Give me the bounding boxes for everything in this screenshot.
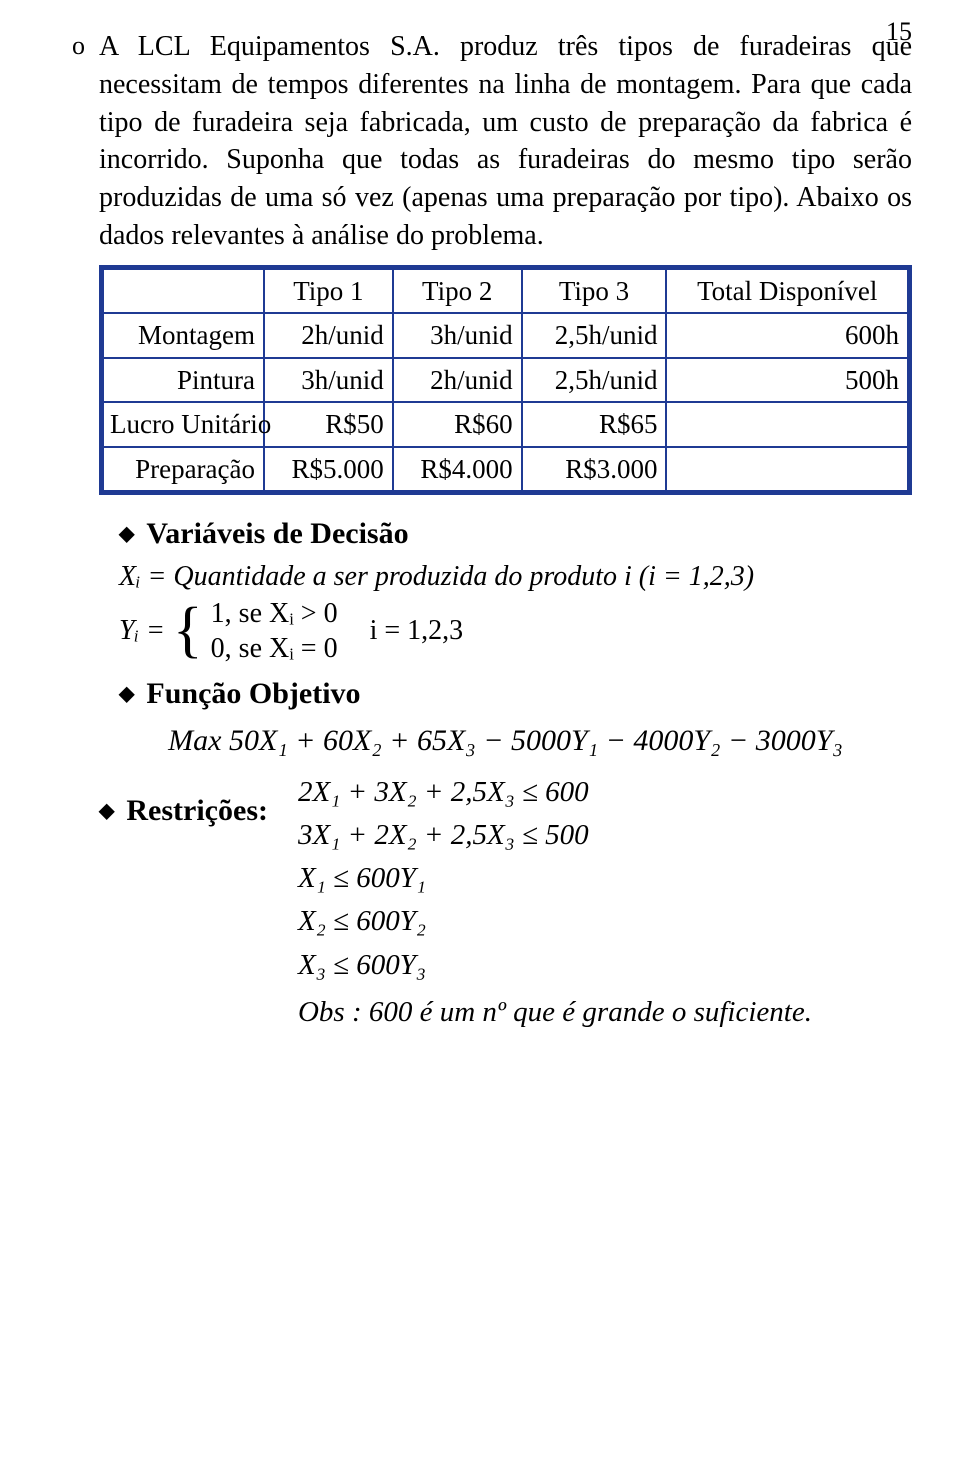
cell: R$4.000 — [393, 447, 522, 491]
problem-content: A LCL Equipamentos S.A. produz três tipo… — [99, 28, 912, 1032]
cell: Lucro Unitário — [103, 402, 264, 446]
cell: 600h — [666, 313, 908, 357]
restrictions-block: ◆ Restrições: 2X₁ + 3X₂ + 2,5X₃ ≤ 600 3X… — [99, 773, 912, 1032]
restr-eq-2: 3X₁ + 2X₂ + 2,5X₃ ≤ 500 — [298, 816, 812, 855]
table-header-row: Tipo 1 Tipo 2 Tipo 3 Total Disponível — [103, 269, 908, 313]
y-condition: i = 1,2,3 — [370, 612, 464, 650]
objective-expression: Max 50X₁ + 60X₂ + 65X₃ − 5000Y₁ − 4000Y₂… — [99, 721, 912, 762]
cell: 2h/unid — [393, 358, 522, 402]
restr-eq-3: X₁ ≤ 600Y₁ — [298, 859, 812, 898]
cell: R$50 — [264, 402, 393, 446]
y-cases: 1, se Xᵢ > 0 0, se Xᵢ = 0 — [211, 596, 338, 666]
cell: 2h/unid — [264, 313, 393, 357]
section-restrictions: ◆ Restrições: — [99, 791, 268, 832]
cell: R$65 — [522, 402, 667, 446]
cell: R$60 — [393, 402, 522, 446]
cell: 500h — [666, 358, 908, 402]
table-row: Preparação R$5.000 R$4.000 R$3.000 — [103, 447, 908, 491]
cell: 2,5h/unid — [522, 358, 667, 402]
problem-block: o A LCL Equipamentos S.A. produz três ti… — [72, 28, 912, 1032]
cell: R$3.000 — [522, 447, 667, 491]
data-table-outer: Tipo 1 Tipo 2 Tipo 3 Total Disponível Mo… — [99, 265, 912, 495]
page-number: 15 — [886, 14, 912, 49]
list-bullet: o — [72, 28, 85, 64]
x-definition: Xᵢ = Quantidade a ser produzida do produ… — [119, 558, 912, 596]
section-restrictions-title: Restrições: — [126, 791, 268, 832]
section-variables-title: Variáveis de Decisão — [146, 514, 408, 555]
cell — [666, 402, 908, 446]
restriction-equations: 2X₁ + 3X₂ + 2,5X₃ ≤ 600 3X₁ + 2X₂ + 2,5X… — [298, 773, 812, 1032]
section-variables: ◆ Variáveis de Decisão — [119, 514, 912, 555]
section-objective: ◆ Função Objetivo — [119, 674, 912, 715]
cell: Montagem — [103, 313, 264, 357]
data-table: Tipo 1 Tipo 2 Tipo 3 Total Disponível Mo… — [102, 268, 909, 492]
table-row: Pintura 3h/unid 2h/unid 2,5h/unid 500h — [103, 358, 908, 402]
cell: 3h/unid — [264, 358, 393, 402]
y-case-1: 1, se Xᵢ > 0 — [211, 596, 338, 631]
th-1: Tipo 1 — [264, 269, 393, 313]
table-row: Lucro Unitário R$50 R$60 R$65 — [103, 402, 908, 446]
th-4: Total Disponível — [666, 269, 908, 313]
y-case-2: 0, se Xᵢ = 0 — [211, 631, 338, 666]
th-0 — [103, 269, 264, 313]
table-row: Montagem 2h/unid 3h/unid 2,5h/unid 600h — [103, 313, 908, 357]
restr-eq-4: X₂ ≤ 600Y₂ — [298, 902, 812, 941]
observation: Obs : 600 é um nº que é grande o suficie… — [298, 993, 812, 1032]
restr-eq-5: X₃ ≤ 600Y₃ — [298, 946, 812, 985]
y-definition: Yᵢ = { 1, se Xᵢ > 0 0, se Xᵢ = 0 i = 1,2… — [119, 596, 912, 666]
cell: R$5.000 — [264, 447, 393, 491]
restr-eq-1: 2X₁ + 3X₂ + 2,5X₃ ≤ 600 — [298, 773, 812, 812]
problem-text: A LCL Equipamentos S.A. produz três tipo… — [99, 28, 912, 255]
brace-icon: { — [173, 603, 203, 659]
diamond-icon: ◆ — [119, 681, 134, 708]
section-objective-title: Função Objetivo — [146, 674, 360, 715]
diamond-icon: ◆ — [119, 521, 134, 548]
diamond-icon: ◆ — [99, 798, 114, 825]
cell: 3h/unid — [393, 313, 522, 357]
y-lhs: Yᵢ = — [119, 612, 165, 650]
cell: Pintura — [103, 358, 264, 402]
cell: 2,5h/unid — [522, 313, 667, 357]
cell — [666, 447, 908, 491]
th-3: Tipo 3 — [522, 269, 667, 313]
cell: Preparação — [103, 447, 264, 491]
th-2: Tipo 2 — [393, 269, 522, 313]
page-root: 15 o A LCL Equipamentos S.A. produz três… — [0, 0, 960, 1465]
